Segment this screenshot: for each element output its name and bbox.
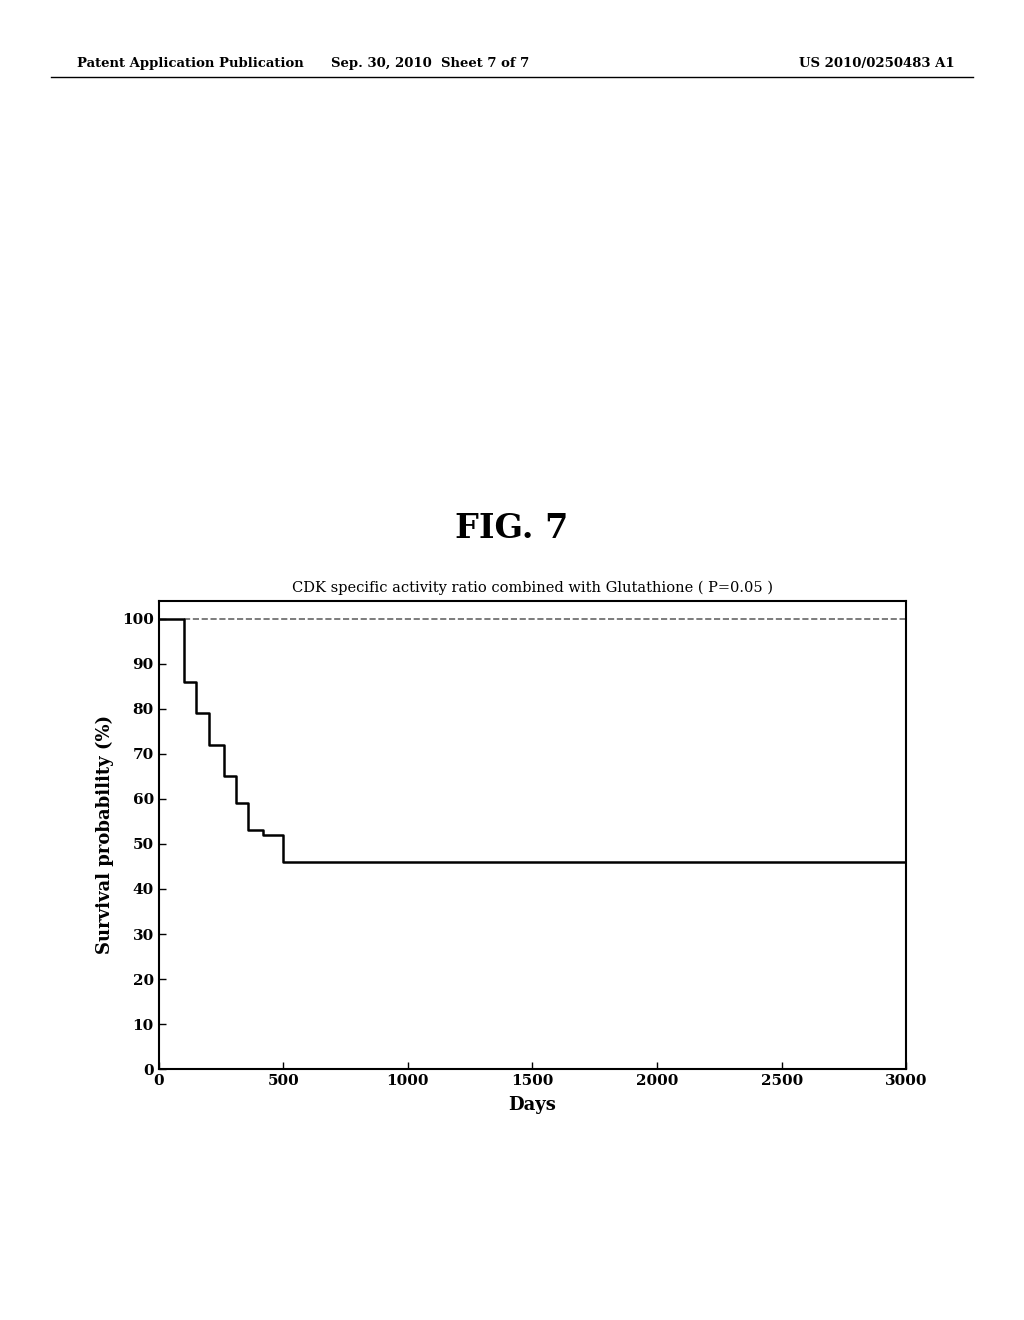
Text: Patent Application Publication: Patent Application Publication xyxy=(77,57,303,70)
Title: CDK specific activity ratio combined with Glutathione ( P=0.05 ): CDK specific activity ratio combined wit… xyxy=(292,581,773,595)
Y-axis label: Survival probability (%): Survival probability (%) xyxy=(95,715,114,954)
X-axis label: Days: Days xyxy=(509,1097,556,1114)
Text: US 2010/0250483 A1: US 2010/0250483 A1 xyxy=(799,57,954,70)
Text: Sep. 30, 2010  Sheet 7 of 7: Sep. 30, 2010 Sheet 7 of 7 xyxy=(331,57,529,70)
Text: FIG. 7: FIG. 7 xyxy=(456,511,568,544)
